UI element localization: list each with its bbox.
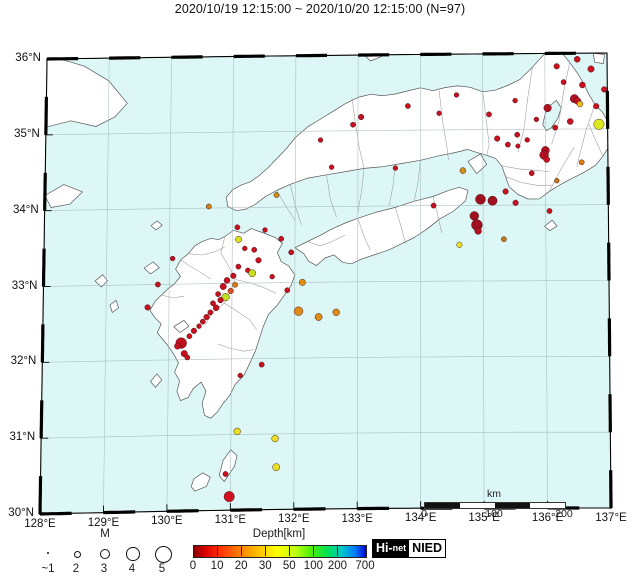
magnitude-legend-labels: ~1 2 3 4 5 [30,563,180,577]
scale-bar-title: km [487,488,501,500]
scale-bar-labels: 0 100 200 [421,508,573,522]
magnitude-label-3: 3 [100,563,108,575]
depth-tick [217,545,219,556]
depth-label-700: 700 [355,560,375,572]
magnitude-label-5: 5 [158,563,166,575]
lon-tick-131E: 131°E [214,514,247,527]
map-canvas[interactable] [0,18,640,518]
lon-tick-137E: 137°E [595,512,627,524]
lon-tick-132E: 132°E [278,513,310,526]
scale-bar: km 0 100 200 [421,488,573,522]
page-title: 2020/10/19 12:15:00 ~ 2020/10/20 12:15:0… [174,2,466,16]
magnitude-label-4: 4 [128,563,136,575]
magnitude-label-2: 2 [72,563,80,575]
hinet-nied-logo[interactable]: Hi-net NIED [372,539,447,558]
map-plot-area[interactable]: km 0 100 200 [0,18,640,520]
depth-label-30: 30 [258,560,272,572]
depth-tick [337,545,339,556]
magnitude-symbol-5 [154,545,172,563]
logo-hinet: Hi-net [373,540,409,557]
lon-tick-130E: 130°E [151,515,183,528]
scale-bar-label-200: 200 [555,508,573,520]
scale-bar-segment [460,503,495,508]
scale-bar-segment [530,503,565,508]
magnitude-legend-symbols [30,544,180,563]
logo-nied: NIED [408,540,446,557]
depth-tick [265,545,267,556]
depth-label-100: 100 [303,560,323,572]
depth-tick [289,545,291,556]
scale-bar-label-100: 100 [485,508,503,520]
logo-net-text: net [392,543,407,553]
lon-tick-128E: 128°E [24,518,56,530]
magnitude-label-1: ~1 [41,563,55,575]
depth-label-0: 0 [189,560,197,572]
lon-tick-136E: 136°E [531,511,564,524]
lon-tick-129E: 129°E [87,516,120,529]
depth-label-10: 10 [210,560,224,572]
magnitude-legend-title: M [100,528,110,540]
magnitude-legend: M ~1 2 3 4 5 [30,528,180,578]
depth-label-20: 20 [234,560,248,572]
lat-tick-30N: 30°N [8,507,34,519]
lat-tick-36N: 36°N [15,52,41,64]
magnitude-symbol-4 [126,547,140,561]
scale-bar-segment [425,503,460,508]
lon-tick-133E: 133°E [341,512,373,525]
depth-legend-title: Depth[km] [252,528,306,540]
scale-bar-label-0: 0 [421,508,427,520]
magnitude-symbol-3 [100,549,110,559]
lat-tick-31N: 31°N [9,431,36,444]
magnitude-symbol-2 [73,550,81,558]
scale-bar-segment [495,503,530,508]
lat-tick-32N: 32°N [10,355,37,368]
lat-tick-35N: 35°N [14,127,40,140]
scale-bar-graphic [424,502,566,509]
magnitude-symbol-1 [46,551,50,555]
depth-tick [241,545,243,556]
lat-tick-33N: 33°N [11,279,38,292]
depth-label-200: 200 [327,560,348,572]
depth-legend-labels: 0 10 20 30 50 100 200 700 [186,560,375,576]
lon-tick-135E: 135°E [468,511,500,524]
depth-colorbar-ticks [193,545,365,556]
depth-label-50: 50 [282,560,296,572]
depth-colorbar [193,545,367,558]
depth-tick [313,545,315,556]
lat-tick-34N: 34°N [12,203,39,216]
depth-legend: Depth[km] 0 10 20 30 50 100 200 700 [186,528,375,578]
logo-hi-text: Hi- [376,541,393,556]
lon-tick-134E: 134°E [404,512,437,525]
